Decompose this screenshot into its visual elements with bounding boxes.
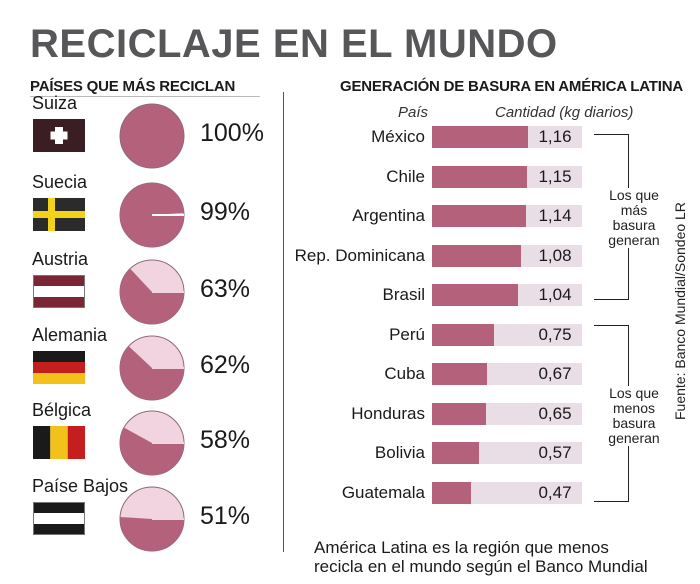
bar bbox=[432, 442, 479, 464]
pie-slice bbox=[120, 346, 184, 400]
right-section-title: GENERACIÓN DE BASURA EN AMÉRICA LATINA bbox=[340, 78, 683, 95]
pie-chart bbox=[118, 102, 186, 170]
left-section-title: PAÍSES QUE MÁS RECICLAN bbox=[30, 78, 236, 95]
bar bbox=[432, 284, 518, 306]
bar-value-label: 1,14 bbox=[538, 206, 572, 225]
bar-value-label: 0,57 bbox=[538, 443, 572, 462]
pie-chart bbox=[118, 485, 186, 553]
country-name: Austria bbox=[32, 249, 89, 269]
bar-category-label: Brasil bbox=[382, 285, 425, 304]
column-header-country: País bbox=[398, 104, 429, 121]
bar-category-label: Bolivia bbox=[374, 443, 425, 462]
percent-label: 100% bbox=[200, 119, 264, 147]
bar-value-label: 0,75 bbox=[538, 324, 572, 344]
bar bbox=[432, 481, 471, 504]
bar-value-label: 1,16 bbox=[538, 127, 572, 146]
bar bbox=[432, 165, 527, 188]
pie-slice bbox=[119, 516, 184, 551]
bracket-note-line: generan bbox=[608, 232, 660, 248]
bar-value-label: 1,04 bbox=[538, 285, 572, 304]
bar-category-label: Argentina bbox=[352, 206, 425, 225]
country-name: Alemania bbox=[32, 325, 108, 345]
bracket-note-line: Los que bbox=[609, 187, 659, 203]
bar bbox=[432, 402, 486, 425]
pie-chart bbox=[118, 181, 186, 249]
pie-background bbox=[119, 103, 185, 169]
bracket-note-line: menos bbox=[612, 400, 656, 416]
percent-label: 58% bbox=[200, 426, 251, 454]
bar-category-label: Cuba bbox=[384, 364, 425, 383]
footnote: América Latina es la región que menos re… bbox=[314, 538, 648, 576]
bracket-note-most: Los que más basura generan bbox=[600, 188, 668, 248]
bar bbox=[432, 323, 494, 346]
pie-chart bbox=[118, 409, 186, 477]
pie-chart bbox=[118, 334, 186, 402]
country-name: Bélgica bbox=[32, 400, 92, 420]
belgium-flag bbox=[33, 426, 85, 459]
bar-category-label: Chile bbox=[386, 166, 425, 186]
bracket-note-least: Los que menos basura generan bbox=[600, 386, 668, 446]
bracket-note-line: Los que bbox=[609, 385, 659, 401]
bracket-note-line: más bbox=[620, 202, 648, 218]
bar-category-label: México bbox=[371, 127, 425, 146]
bar-value-label: 0,65 bbox=[538, 403, 572, 423]
bar-value-label: 0,47 bbox=[538, 482, 572, 502]
percent-label: 51% bbox=[200, 502, 251, 530]
percent-label: 63% bbox=[200, 275, 251, 303]
page-title: RECICLAJE EN EL MUNDO bbox=[30, 22, 558, 66]
pie-slice bbox=[120, 268, 184, 324]
percent-label: 62% bbox=[200, 351, 251, 379]
country-name: Suiza bbox=[32, 93, 78, 113]
germany-flag bbox=[33, 351, 85, 384]
bar-value-label: 0,67 bbox=[538, 364, 572, 383]
bar-value-label: 1,08 bbox=[538, 245, 572, 265]
country-name: Paíse Bajos bbox=[32, 476, 129, 496]
bar-category-label: Rep. Dominicana bbox=[294, 245, 425, 265]
bracket-note-line: generan bbox=[608, 430, 660, 446]
netherlands-flag bbox=[33, 502, 85, 535]
bracket-note-line: basura bbox=[612, 217, 656, 233]
bar-value-label: 1,15 bbox=[538, 166, 572, 186]
pie-chart bbox=[118, 258, 186, 326]
bar bbox=[432, 205, 526, 227]
footnote-line-1: América Latina es la región que menos bbox=[314, 538, 609, 557]
column-header-amount: Cantidad (kg diarios) bbox=[495, 104, 634, 121]
left-title-rule bbox=[30, 96, 260, 97]
bar bbox=[432, 244, 521, 267]
section-divider bbox=[283, 92, 284, 552]
sweden-flag bbox=[33, 198, 85, 231]
bar-category-label: Guatemala bbox=[341, 482, 425, 502]
source-note: Fuente: Banco Mundial/Sondeo LR bbox=[672, 202, 688, 420]
bar bbox=[432, 126, 528, 148]
bar-category-label: Perú bbox=[389, 324, 425, 344]
bracket-note-line: basura bbox=[612, 415, 656, 431]
bar-category-label: Honduras bbox=[351, 403, 425, 423]
switzerland-flag bbox=[33, 119, 85, 152]
footnote-line-2: recicla en el mundo según el Banco Mundi… bbox=[314, 557, 648, 576]
percent-label: 99% bbox=[200, 198, 251, 226]
pie-slice bbox=[120, 427, 184, 475]
bar bbox=[432, 363, 487, 385]
country-name: Suecia bbox=[32, 172, 88, 192]
austria-flag bbox=[33, 275, 85, 308]
